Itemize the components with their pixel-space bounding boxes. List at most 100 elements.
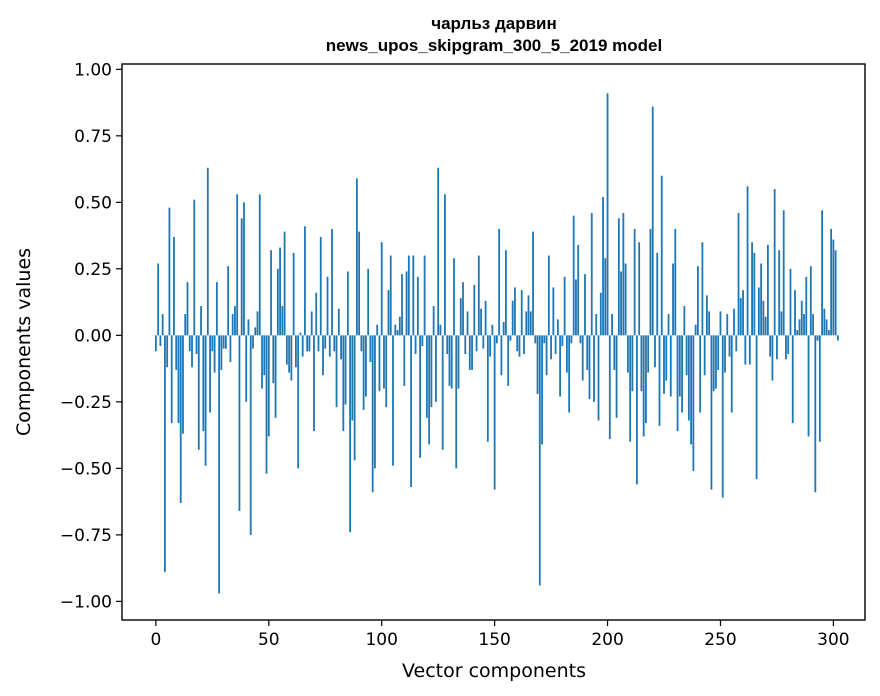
- bar: [669, 335, 672, 397]
- bar: [654, 335, 656, 368]
- bar: [369, 335, 372, 362]
- bar: [633, 228, 636, 336]
- bar: [267, 335, 270, 437]
- bar: [258, 194, 261, 336]
- bar: [471, 335, 473, 370]
- bar: [333, 335, 336, 352]
- bar: [324, 335, 327, 349]
- bar: [597, 335, 600, 421]
- bar: [247, 319, 250, 336]
- bar: [696, 266, 699, 336]
- bar: [398, 316, 401, 336]
- bar: [457, 335, 460, 389]
- bar: [814, 335, 817, 493]
- bar: [794, 290, 796, 336]
- bar: [310, 311, 313, 336]
- bar: [787, 335, 790, 354]
- bar: [507, 335, 510, 386]
- bar: [234, 306, 236, 336]
- bar: [586, 335, 589, 370]
- bar: [645, 335, 647, 424]
- bar: [197, 335, 200, 450]
- bar: [604, 258, 607, 336]
- bar: [588, 335, 591, 400]
- bar: [710, 335, 713, 490]
- bar: [658, 335, 661, 426]
- bar: [825, 319, 828, 336]
- bar: [602, 197, 604, 336]
- bar: [690, 335, 693, 445]
- bar: [482, 335, 485, 349]
- bar: [480, 308, 482, 336]
- bar: [193, 199, 196, 336]
- bar: [622, 212, 625, 336]
- bar: [441, 335, 444, 450]
- bar: [380, 242, 383, 336]
- bar: [527, 295, 530, 336]
- bar: [651, 106, 654, 336]
- bar: [367, 268, 370, 336]
- bar: [746, 186, 749, 336]
- y-tick-label: −0.75: [60, 526, 112, 546]
- bar: [737, 212, 740, 336]
- bar: [735, 335, 738, 352]
- bar: [615, 335, 618, 418]
- bar: [202, 335, 205, 432]
- bar: [812, 314, 814, 336]
- bar: [656, 252, 659, 336]
- bar: [613, 335, 616, 370]
- bar: [534, 335, 537, 344]
- bar: [276, 268, 279, 336]
- bar: [164, 335, 166, 573]
- bar: [421, 335, 424, 346]
- bar: [575, 279, 577, 336]
- bar: [730, 335, 733, 413]
- bar: [184, 314, 187, 336]
- bar: [389, 255, 392, 336]
- bar: [331, 228, 333, 336]
- y-axis-label: Components values: [13, 248, 35, 436]
- bar: [805, 276, 808, 336]
- bar: [396, 330, 399, 336]
- bar: [297, 335, 300, 469]
- bar: [687, 335, 690, 421]
- bar: [355, 178, 358, 336]
- bar: [681, 335, 683, 413]
- bar: [837, 335, 839, 341]
- bar: [748, 335, 751, 365]
- bar: [514, 287, 516, 336]
- bar: [344, 335, 347, 405]
- bar: [412, 255, 415, 336]
- bar: [778, 250, 781, 336]
- bar: [222, 335, 225, 349]
- bar: [766, 244, 769, 336]
- bar: [785, 335, 787, 360]
- bar: [773, 189, 776, 336]
- bar: [283, 231, 286, 336]
- bar: [254, 327, 257, 336]
- bar: [832, 239, 835, 336]
- bar: [692, 335, 695, 472]
- bar: [256, 311, 259, 336]
- bar: [816, 335, 819, 341]
- bar: [195, 335, 198, 354]
- bar: [304, 226, 306, 336]
- bar: [437, 167, 440, 336]
- bar: [672, 263, 674, 336]
- bar: [319, 236, 322, 336]
- bar: [631, 335, 634, 392]
- bar: [351, 335, 354, 421]
- x-axis-ticks: 0 50 100 150 200 250 300: [150, 620, 850, 650]
- bar: [796, 330, 799, 336]
- bar: [315, 292, 318, 336]
- bar: [830, 228, 833, 336]
- bar: [498, 228, 501, 336]
- bar: [491, 324, 494, 336]
- bar: [590, 212, 593, 336]
- bar: [215, 282, 218, 336]
- x-tick-label: 0: [150, 630, 161, 650]
- bar: [577, 244, 580, 336]
- bar: [599, 292, 602, 336]
- bar: [265, 335, 268, 474]
